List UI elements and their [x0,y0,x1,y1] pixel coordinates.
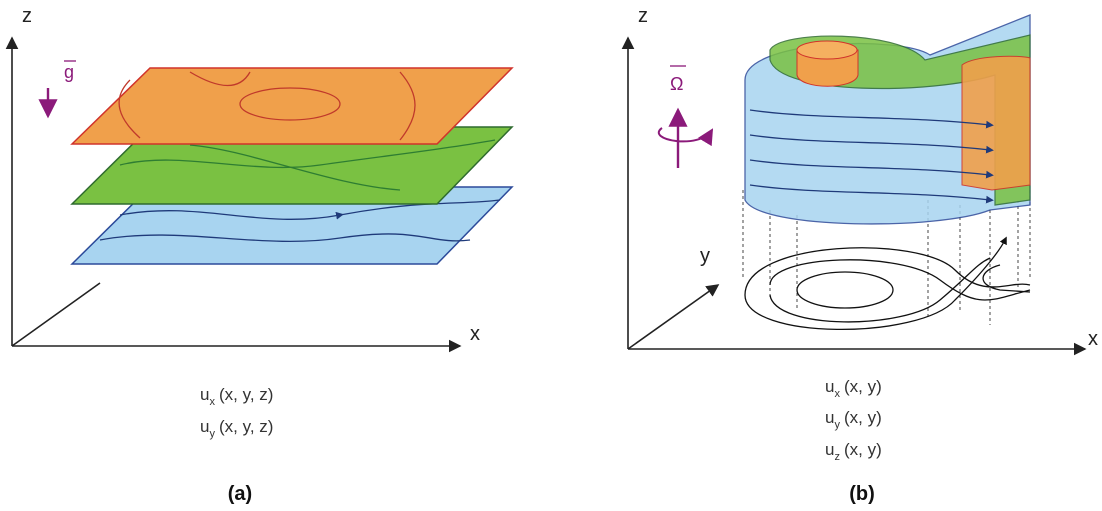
plane-orange [72,68,512,144]
y-label: y [700,245,710,267]
gravity-label: g [64,62,74,82]
panel-b: z x y Ω ux(x, [628,5,1098,505]
z-label: z [638,5,648,27]
equation: uy (x, y) [825,408,882,431]
omega-label: Ω [670,74,683,94]
args: (x, y) [844,408,882,427]
equation: ux (x, y) [825,377,882,400]
z-label: z [22,5,32,27]
args: (x, y) [844,440,882,459]
symbol: u [200,385,209,404]
subscript: x [209,396,215,408]
args: (x, y, z) [219,417,273,436]
subscript: x [834,388,840,400]
symbol: u [825,440,834,459]
figure: z x g ux(x, y, z) uy(x, y, z) (a) z x y … [0,0,1102,511]
symbol: u [825,408,834,427]
equation: uz (x, y) [825,440,882,463]
projected-streamlines [745,240,1030,329]
subscript: y [209,428,215,440]
caption: (a) [228,483,252,505]
x-label: x [1088,328,1098,350]
subscript: y [834,419,840,431]
subscript: z [834,451,840,463]
y-axis [12,283,100,346]
symbol: u [825,377,834,396]
y-axis [628,285,718,349]
equation: ux (x, y, z) [200,385,273,408]
symbol: u [200,417,209,436]
panel-a: z x g ux(x, y, z) uy(x, y, z) (a) [12,5,512,505]
caption: (b) [849,483,875,505]
rotation-arrow [659,128,712,141]
equation: uy (x, y, z) [200,417,273,440]
args: (x, y, z) [219,385,273,404]
args: (x, y) [844,377,882,396]
orange-cylinder-top [797,41,857,59]
x-label: x [470,323,480,345]
